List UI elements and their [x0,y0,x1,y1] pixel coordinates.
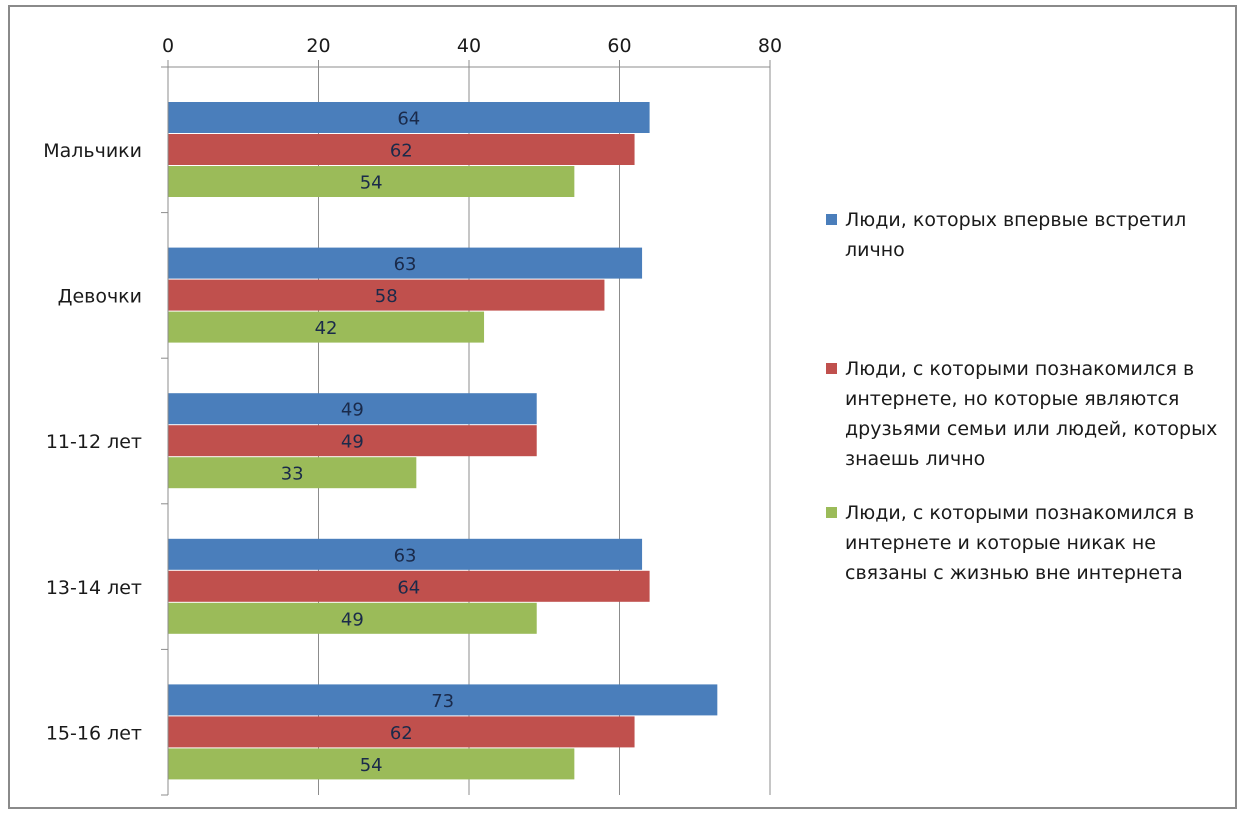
category-label: Девочки [58,286,142,308]
bar-series-1 [168,393,537,425]
bar-series-3 [168,457,417,489]
bar-series-3 [168,166,575,197]
bar-series-3 [168,311,485,343]
data-label: 49 [341,609,364,630]
data-label: 73 [431,691,454,712]
category-label: 11-12 лет [46,431,142,453]
bar-series-2 [168,425,537,457]
bar-series-2 [168,279,605,311]
legend-item-series-3: Люди, с которыми познакомился в интернет… [826,498,1236,588]
legend-label-series-2: Люди, с которыми познакомился в интернет… [845,358,1218,470]
data-label: 49 [341,432,364,453]
category-label: 13-14 лет [46,577,142,599]
x-tick-label: 0 [162,35,174,57]
category-label: 15-16 лет [46,722,142,744]
legend-swatch-series-2 [826,363,837,374]
x-tick-label: 80 [758,35,782,57]
data-label: 64 [397,577,420,598]
data-label: 33 [281,464,304,485]
bar-series-3 [168,748,575,780]
legend-swatch-series-3 [826,507,837,518]
x-tick-label: 40 [457,35,481,57]
legend-label-series-3: Люди, с которыми познакомился в интернет… [845,502,1195,584]
bar-series-1 [168,684,718,716]
data-label: 62 [390,141,413,162]
data-label: 62 [390,723,413,744]
legend-label-series-1: Люди, которых впервые встретил лично [845,209,1187,261]
data-label: 42 [315,318,338,339]
data-label: 58 [375,286,398,307]
bar-series-2 [168,134,635,165]
legend-item-series-2: Люди, с которыми познакомился в интернет… [826,354,1236,474]
data-label: 63 [394,254,417,275]
x-tick-label: 20 [306,35,330,57]
category-label: Мальчики [43,140,142,162]
bar-series-1 [168,247,643,279]
data-label: 54 [360,173,383,194]
bar-series-3 [168,602,537,634]
bar-series-1 [168,102,650,133]
data-label: 49 [341,400,364,421]
bar-series-2 [168,716,635,748]
data-label: 63 [394,545,417,566]
data-label: 64 [397,109,420,130]
data-label: 54 [360,755,383,776]
legend-swatch-series-1 [826,214,837,225]
x-tick-label: 60 [607,35,631,57]
bar-series-2 [168,570,650,602]
bar-series-1 [168,538,643,570]
legend-item-series-1: Люди, которых впервые встретил лично [826,205,1236,265]
